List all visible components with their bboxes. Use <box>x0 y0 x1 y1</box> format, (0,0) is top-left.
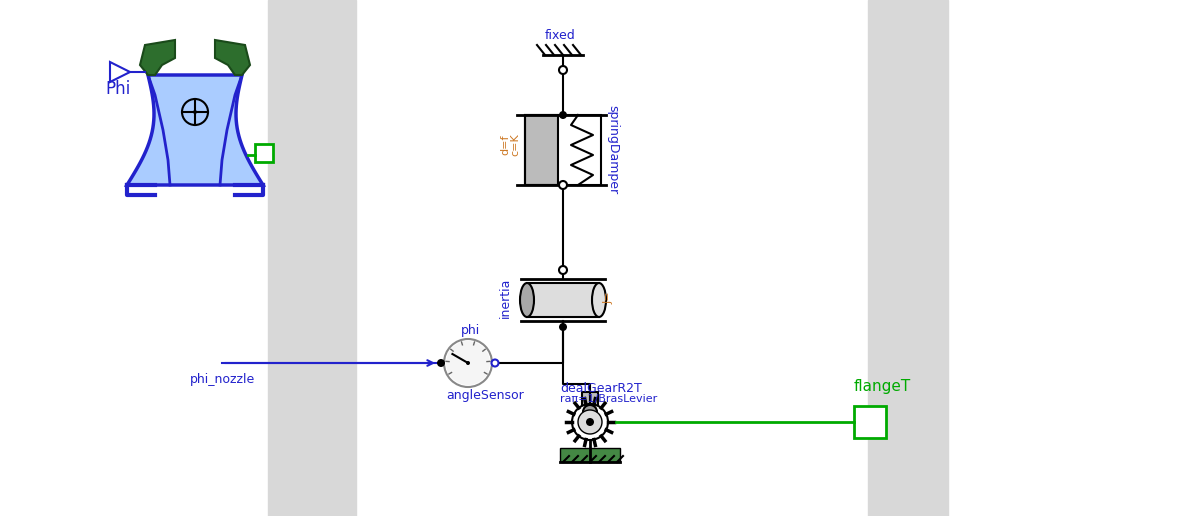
Circle shape <box>444 339 492 387</box>
Circle shape <box>559 111 568 119</box>
Text: raπ=1/BrasLevier: raπ=1/BrasLevier <box>560 394 658 404</box>
Text: inertia: inertia <box>498 278 511 318</box>
Circle shape <box>559 66 568 74</box>
Bar <box>868 0 948 516</box>
Text: d=f: d=f <box>500 135 510 155</box>
Text: angleSensor: angleSensor <box>446 389 523 402</box>
Text: flangeT: flangeT <box>854 379 911 394</box>
Circle shape <box>193 110 197 114</box>
Bar <box>256 144 274 162</box>
Bar <box>527 283 599 317</box>
Circle shape <box>559 181 568 189</box>
Ellipse shape <box>592 283 606 317</box>
Ellipse shape <box>520 283 534 317</box>
Polygon shape <box>215 40 250 75</box>
Bar <box>854 406 886 438</box>
Polygon shape <box>127 75 263 185</box>
Circle shape <box>572 404 608 440</box>
Circle shape <box>437 359 445 367</box>
Bar <box>582 392 598 412</box>
Bar <box>560 448 620 462</box>
Text: c=K: c=K <box>510 134 520 156</box>
Circle shape <box>446 341 490 385</box>
Polygon shape <box>140 40 175 75</box>
Text: phi_nozzle: phi_nozzle <box>190 373 256 386</box>
Bar <box>526 115 558 185</box>
Circle shape <box>559 266 568 274</box>
Text: Phi: Phi <box>106 80 131 98</box>
Bar <box>526 115 601 185</box>
Circle shape <box>492 360 498 366</box>
Text: phi: phi <box>461 324 480 337</box>
Text: dealGearR2T: dealGearR2T <box>560 382 642 395</box>
Circle shape <box>466 361 470 365</box>
Text: springDamper: springDamper <box>606 105 619 195</box>
Circle shape <box>586 418 594 426</box>
Text: J=: J= <box>604 292 614 304</box>
Text: fixed: fixed <box>545 29 576 42</box>
Bar <box>268 0 356 516</box>
Circle shape <box>559 323 568 331</box>
Circle shape <box>578 410 602 434</box>
Ellipse shape <box>583 405 598 419</box>
